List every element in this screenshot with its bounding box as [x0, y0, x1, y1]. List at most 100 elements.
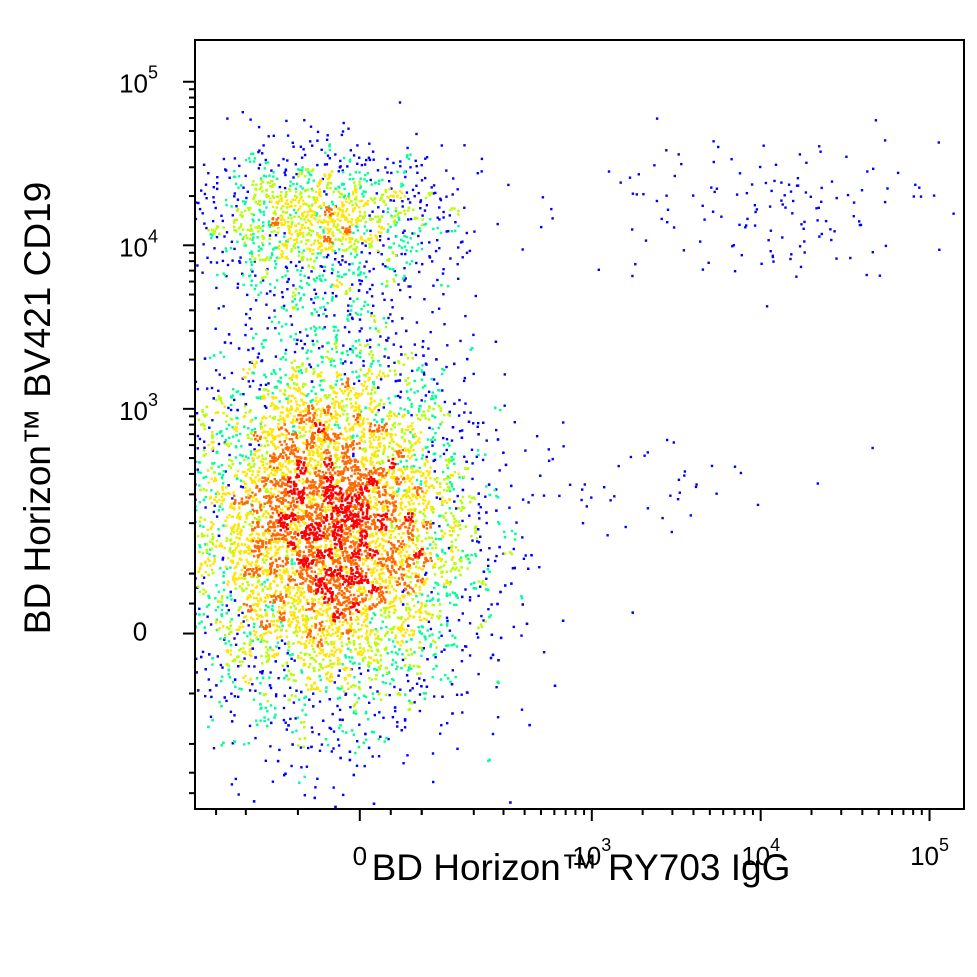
event-dot	[196, 387, 199, 391]
event-dot	[423, 462, 426, 465]
event-dot	[344, 666, 347, 670]
event-dot	[333, 365, 336, 368]
event-dot	[495, 686, 498, 689]
event-dot	[313, 658, 316, 661]
event-dot	[417, 410, 421, 413]
event-dot	[330, 299, 334, 302]
event-dot	[370, 356, 374, 360]
event-dot	[327, 205, 330, 208]
event-dot	[443, 400, 447, 404]
event-dot	[498, 469, 501, 472]
event-dot	[264, 759, 267, 762]
event-dot	[498, 522, 501, 525]
event-dot	[306, 619, 309, 622]
event-dot	[403, 664, 407, 667]
event-dot	[328, 680, 331, 683]
event-dot	[271, 392, 274, 395]
event-dot	[404, 618, 407, 622]
event-dot	[346, 208, 349, 211]
event-dot	[261, 431, 264, 434]
event-dot	[202, 454, 206, 457]
event-dot	[233, 175, 237, 179]
event-dot	[388, 188, 391, 191]
event-dot	[445, 519, 448, 522]
event-dot	[244, 333, 247, 337]
event-dot	[369, 229, 372, 233]
event-dot	[205, 413, 208, 416]
event-dot	[326, 186, 329, 190]
event-dot	[715, 187, 719, 190]
event-dot	[774, 163, 778, 166]
event-dot	[468, 596, 472, 599]
event-dot	[257, 579, 260, 582]
event-dot	[282, 706, 286, 710]
event-dot	[276, 231, 279, 234]
event-dot	[404, 175, 407, 179]
event-dot	[382, 227, 385, 230]
event-dot	[355, 370, 358, 373]
event-dot	[401, 277, 404, 280]
event-dot	[296, 234, 300, 238]
event-dot	[339, 231, 342, 234]
event-dot	[450, 683, 454, 686]
event-dot	[377, 182, 380, 186]
event-dot	[236, 477, 239, 480]
event-dot	[411, 246, 414, 249]
event-dot	[447, 485, 450, 488]
event-dot	[210, 386, 214, 390]
event-dot	[232, 531, 236, 534]
event-dot	[439, 566, 443, 569]
event-dot	[302, 425, 305, 429]
event-dot	[319, 191, 322, 194]
event-dot	[429, 645, 432, 648]
event-dot	[451, 550, 454, 553]
event-dot	[375, 569, 379, 572]
event-dot	[368, 598, 371, 601]
event-dot	[434, 431, 437, 435]
event-dot	[265, 417, 268, 420]
event-dot	[432, 511, 435, 514]
event-dot	[405, 465, 409, 468]
event-dot	[204, 631, 207, 635]
event-dot	[348, 750, 352, 753]
event-dot	[337, 261, 341, 264]
event-dot	[535, 435, 539, 438]
event-dot	[233, 508, 236, 511]
event-dot	[203, 427, 206, 431]
event-dot	[352, 271, 355, 274]
event-dot	[453, 362, 456, 366]
event-dot	[272, 369, 275, 372]
event-dot	[448, 529, 452, 533]
event-dot	[273, 592, 277, 595]
event-dot	[425, 458, 428, 461]
event-dot	[884, 244, 888, 248]
event-dot	[423, 384, 427, 387]
event-dot	[223, 638, 226, 641]
event-dot	[379, 399, 383, 402]
event-dot	[381, 452, 385, 455]
event-dot	[311, 398, 314, 402]
event-dot	[348, 263, 351, 266]
event-dot	[419, 480, 423, 483]
event-dot	[379, 231, 383, 235]
event-dot	[300, 766, 303, 769]
event-dot	[300, 217, 303, 220]
event-dot	[295, 629, 298, 632]
event-dot	[274, 707, 277, 710]
event-dot	[402, 589, 406, 592]
event-dot	[319, 252, 322, 255]
event-dot	[635, 193, 638, 196]
event-dot	[311, 203, 314, 206]
event-dot	[209, 623, 213, 626]
event-dot	[428, 255, 431, 258]
event-dot	[450, 540, 453, 543]
event-dot	[476, 449, 480, 452]
event-dot	[221, 219, 224, 223]
event-dot	[211, 419, 214, 422]
event-dot	[287, 669, 290, 673]
event-dot	[254, 200, 257, 204]
event-dot	[252, 629, 255, 633]
event-dot	[257, 167, 261, 170]
event-dot	[487, 558, 490, 561]
event-dot	[398, 379, 402, 382]
